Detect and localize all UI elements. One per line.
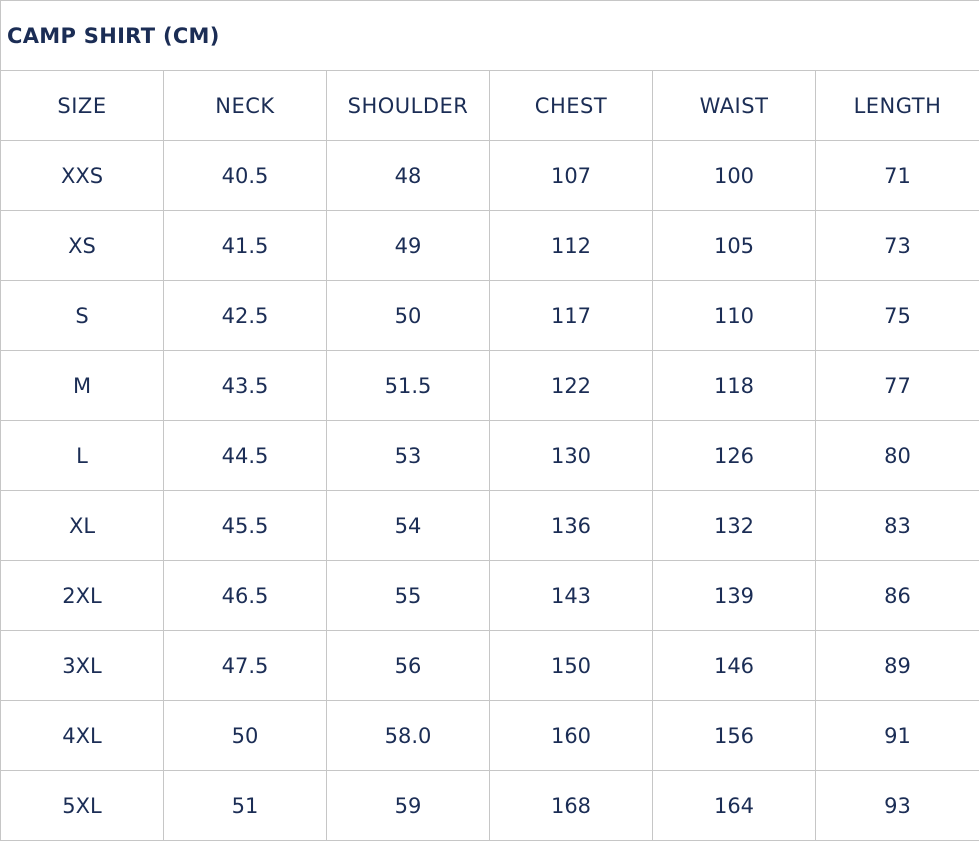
- column-header-length: LENGTH: [815, 70, 979, 141]
- measurement-cell: 45.5: [163, 490, 327, 561]
- measurement-cell: 53: [326, 420, 490, 491]
- column-header-size: SIZE: [0, 70, 164, 141]
- measurement-cell: 42.5: [163, 280, 327, 351]
- measurement-cell: 139: [652, 560, 816, 631]
- size-cell: XXS: [0, 140, 164, 211]
- measurement-cell: 105: [652, 210, 816, 281]
- measurement-cell: 126: [652, 420, 816, 491]
- measurement-cell: 48: [326, 140, 490, 211]
- measurement-cell: 58.0: [326, 700, 490, 771]
- size-cell: 2XL: [0, 560, 164, 631]
- measurement-cell: 112: [489, 210, 653, 281]
- size-cell: XS: [0, 210, 164, 281]
- measurement-cell: 146: [652, 630, 816, 701]
- measurement-cell: 168: [489, 770, 653, 841]
- measurement-cell: 50: [163, 700, 327, 771]
- measurement-cell: 59: [326, 770, 490, 841]
- measurement-cell: 89: [815, 630, 979, 701]
- measurement-cell: 80: [815, 420, 979, 491]
- table-row: 2XL 46.5 55 143 139 86: [0, 560, 979, 631]
- size-cell: 4XL: [0, 700, 164, 771]
- column-header-neck: NECK: [163, 70, 327, 141]
- size-cell: 3XL: [0, 630, 164, 701]
- column-header-chest: CHEST: [489, 70, 653, 141]
- measurement-cell: 136: [489, 490, 653, 561]
- table-row: M 43.5 51.5 122 118 77: [0, 350, 979, 421]
- measurement-cell: 71: [815, 140, 979, 211]
- table-title: CAMP SHIRT (CM): [0, 0, 979, 71]
- table-row: S 42.5 50 117 110 75: [0, 280, 979, 351]
- measurement-cell: 83: [815, 490, 979, 561]
- measurement-cell: 91: [815, 700, 979, 771]
- measurement-cell: 46.5: [163, 560, 327, 631]
- measurement-cell: 41.5: [163, 210, 327, 281]
- measurement-cell: 47.5: [163, 630, 327, 701]
- measurement-cell: 40.5: [163, 140, 327, 211]
- size-cell: 5XL: [0, 770, 164, 841]
- table-row: 5XL 51 59 168 164 93: [0, 770, 979, 841]
- measurement-cell: 117: [489, 280, 653, 351]
- size-cell: XL: [0, 490, 164, 561]
- table-row: XS 41.5 49 112 105 73: [0, 210, 979, 281]
- size-cell: S: [0, 280, 164, 351]
- measurement-cell: 51: [163, 770, 327, 841]
- measurement-cell: 143: [489, 560, 653, 631]
- measurement-cell: 164: [652, 770, 816, 841]
- table-row: 4XL 50 58.0 160 156 91: [0, 700, 979, 771]
- table-row: XXS 40.5 48 107 100 71: [0, 140, 979, 211]
- header-row: SIZE NECK SHOULDER CHEST WAIST LENGTH: [0, 70, 979, 141]
- measurement-cell: 86: [815, 560, 979, 631]
- measurement-cell: 55: [326, 560, 490, 631]
- measurement-cell: 156: [652, 700, 816, 771]
- measurement-cell: 49: [326, 210, 490, 281]
- table-body: XXS 40.5 48 107 100 71 XS 41.5 49 112 105 73 S 42.5 50…: [0, 140, 979, 841]
- measurement-cell: 44.5: [163, 420, 327, 491]
- measurement-cell: 150: [489, 630, 653, 701]
- measurement-cell: 51.5: [326, 350, 490, 421]
- measurement-cell: 43.5: [163, 350, 327, 421]
- measurement-cell: 75: [815, 280, 979, 351]
- measurement-cell: 50: [326, 280, 490, 351]
- column-header-waist: WAIST: [652, 70, 816, 141]
- table-row: XL 45.5 54 136 132 83: [0, 490, 979, 561]
- size-cell: L: [0, 420, 164, 491]
- column-header-shoulder: SHOULDER: [326, 70, 490, 141]
- measurement-cell: 130: [489, 420, 653, 491]
- measurement-cell: 100: [652, 140, 816, 211]
- measurement-cell: 122: [489, 350, 653, 421]
- measurement-cell: 73: [815, 210, 979, 281]
- table-row: L 44.5 53 130 126 80: [0, 420, 979, 491]
- measurement-cell: 160: [489, 700, 653, 771]
- size-cell: M: [0, 350, 164, 421]
- measurement-cell: 77: [815, 350, 979, 421]
- measurement-cell: 110: [652, 280, 816, 351]
- measurement-cell: 56: [326, 630, 490, 701]
- measurement-cell: 118: [652, 350, 816, 421]
- measurement-cell: 132: [652, 490, 816, 561]
- measurement-cell: 107: [489, 140, 653, 211]
- table-row: 3XL 47.5 56 150 146 89: [0, 630, 979, 701]
- measurement-cell: 54: [326, 490, 490, 561]
- measurement-cell: 93: [815, 770, 979, 841]
